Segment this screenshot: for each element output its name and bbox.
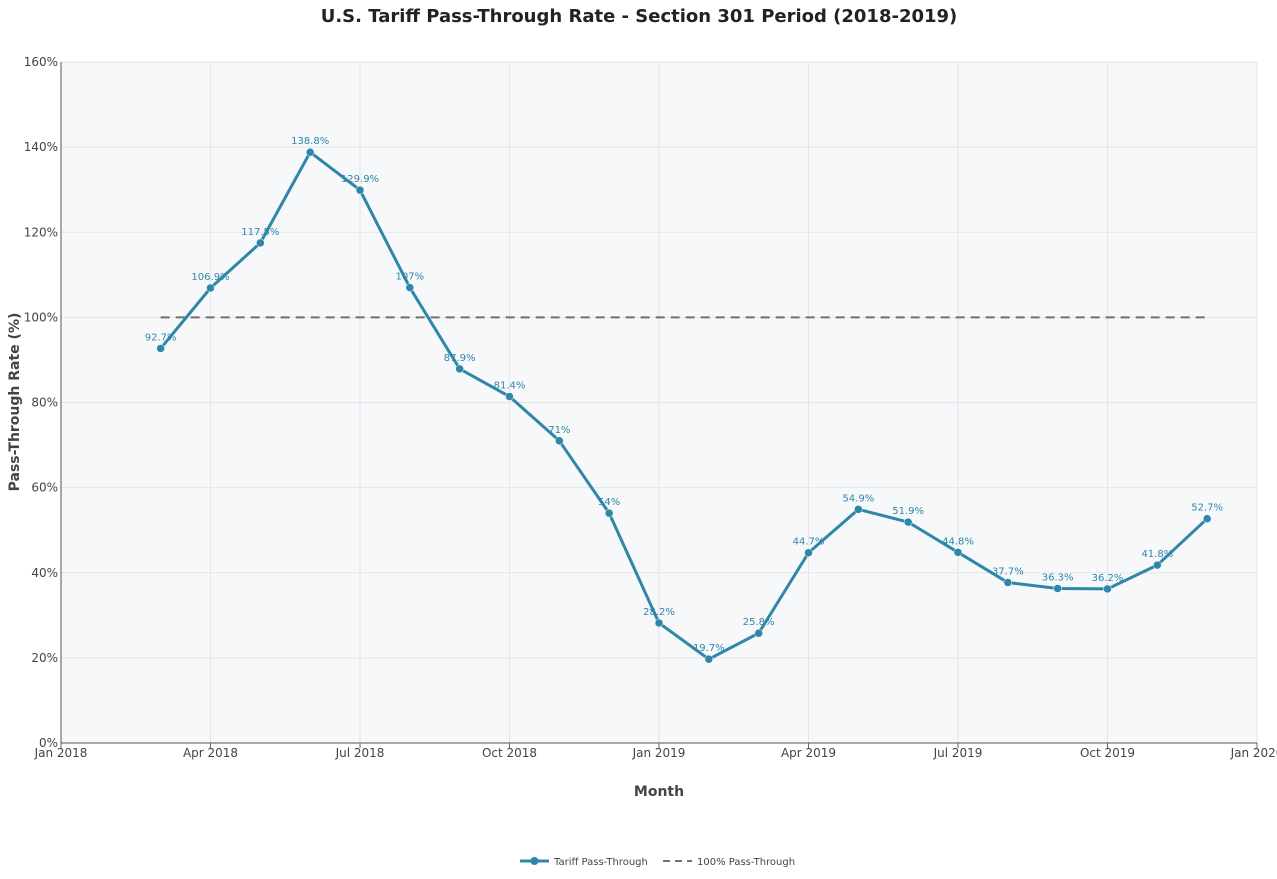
data-label: 36.2% [1092, 573, 1124, 584]
grid [61, 61, 1258, 743]
data-label: 138.8% [291, 136, 329, 147]
data-point [1003, 578, 1013, 587]
data-point [1103, 584, 1112, 594]
data-point [704, 654, 714, 664]
x-tick-label: Apr 2018 [183, 746, 238, 760]
x-tick-label: Jan 2020 [1230, 746, 1277, 760]
x-tick-label: Jan 2019 [632, 746, 686, 760]
data-labels: 92.7% 106.9% 117.5% 138.8% 129.9% 107% 87.9% 81… [145, 136, 1223, 654]
legend-label: 100% Pass-Through [697, 857, 795, 868]
data-label: 87.9% [444, 353, 476, 364]
data-point [604, 508, 614, 518]
data-label: 129.9% [341, 174, 379, 185]
x-tick-label: Jul 2019 [933, 746, 983, 760]
axes: 0% 20% 40% 60% 80% 100% 120% 140% 160% Jan 2018 Ap… [24, 55, 1277, 760]
legend-item-100pct-pass-through: 100% Pass-Through [663, 857, 795, 868]
y-tick-label: 0% [39, 736, 58, 750]
data-label: 36.3% [1042, 572, 1074, 583]
y-tick-label: 20% [31, 651, 58, 665]
series-layer [156, 147, 1212, 664]
data-label: 92.7% [145, 332, 177, 343]
x-tick-label: Oct 2019 [1080, 746, 1135, 760]
data-point [355, 185, 365, 195]
data-point [1053, 584, 1062, 593]
data-point [405, 283, 415, 292]
data-point [903, 517, 913, 527]
series-line-tariff-pass-through [159, 150, 1209, 661]
data-label: 106.9% [191, 272, 229, 283]
data-label: 28.2% [643, 607, 675, 618]
data-label: 44.7% [793, 537, 825, 548]
chart-title: U.S. Tariff Pass-Through Rate - Section … [321, 6, 958, 27]
data-point [206, 283, 215, 293]
y-axis-title: Pass-Through Rate (%) [7, 313, 23, 492]
data-point [305, 147, 315, 157]
data-label: 25.8% [743, 617, 775, 628]
data-point [505, 392, 514, 401]
legend: Tariff Pass-Through 100% Pass-Through [520, 857, 795, 868]
data-point [804, 548, 813, 557]
y-tick-label: 120% [24, 225, 58, 239]
y-tick-label: 60% [31, 481, 58, 495]
data-label: 51.9% [892, 506, 924, 517]
data-point [953, 548, 963, 557]
data-label: 41.8% [1141, 549, 1173, 560]
data-label: 44.8% [942, 536, 974, 547]
legend-item-tariff-pass-through: Tariff Pass-Through [520, 857, 648, 868]
data-label: 54.9% [842, 493, 874, 504]
data-point [754, 628, 763, 638]
x-tick-label: Jan 2018 [34, 746, 88, 760]
data-point [455, 364, 464, 374]
data-point [156, 344, 165, 353]
data-label: 107% [396, 272, 425, 283]
y-tick-label: 80% [31, 396, 58, 410]
data-point [654, 618, 664, 628]
y-tick-label: 160% [24, 55, 58, 69]
x-tick-label: Oct 2018 [482, 746, 537, 760]
data-label: 37.7% [992, 567, 1024, 578]
data-point [1153, 560, 1162, 570]
data-label: 117.5% [241, 227, 279, 238]
data-point [555, 436, 564, 446]
legend-swatch-marker [530, 857, 539, 865]
y-tick-label: 40% [31, 566, 58, 580]
x-tick-label: Apr 2019 [781, 746, 836, 760]
data-label: 71% [548, 425, 570, 436]
y-tick-label: 140% [24, 140, 58, 154]
data-label: 54% [598, 497, 620, 508]
data-point [1202, 514, 1212, 523]
x-axis-title: Month [634, 784, 684, 800]
data-label: 19.7% [693, 643, 725, 654]
data-point [256, 238, 265, 248]
x-tick-label: Jul 2018 [335, 746, 385, 760]
data-point [854, 505, 863, 514]
y-tick-label: 100% [24, 310, 58, 324]
legend-label: Tariff Pass-Through [553, 857, 648, 868]
data-label: 81.4% [494, 381, 526, 392]
data-label: 52.7% [1191, 503, 1223, 514]
